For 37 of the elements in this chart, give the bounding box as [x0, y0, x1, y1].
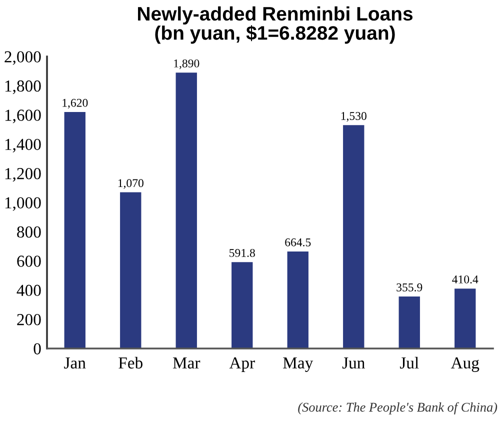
bar — [343, 125, 364, 348]
bar — [398, 296, 420, 348]
y-tick-label: 600 — [17, 256, 41, 267]
y-tick-label: 1,600 — [5, 110, 41, 124]
y-tick-label: 200 — [17, 314, 41, 326]
y-tick-label: 400 — [16, 284, 41, 296]
bar — [287, 251, 308, 348]
x-tick-label: Apr — [229, 357, 255, 372]
bar — [176, 72, 197, 348]
data-label: 410.4 — [452, 275, 478, 284]
data-label: 591.8 — [230, 248, 255, 257]
x-tick-label: Mar — [172, 357, 200, 369]
bar — [120, 192, 142, 348]
data-label: 1,530 — [341, 112, 366, 122]
y-tick-label: 800 — [17, 226, 41, 238]
x-tick-label: Jul — [400, 356, 419, 369]
text: (Source: The People's Bank of China) — [298, 402, 498, 414]
data-label: 1,890 — [174, 59, 200, 70]
bar — [232, 262, 253, 348]
y-tick-label: 1,200 — [5, 168, 41, 182]
y-tick-label: 0 — [34, 343, 41, 354]
y-tick-label: 1,000 — [5, 197, 41, 211]
chart-title: Newly-added Renminbi Loans (bn yuan, $1=6.8282 yuan) — [138, 6, 413, 44]
x-tick-label: Jun — [342, 357, 365, 369]
x-tick-label: Feb — [118, 356, 142, 369]
y-tick-label: 2,000 — [4, 51, 41, 65]
x-tick-label: Aug — [450, 357, 480, 372]
data-label: 1,070 — [118, 179, 144, 189]
y-tick-label: 1,800 — [5, 80, 41, 94]
bar — [454, 288, 476, 348]
x-tick-label: Jan — [64, 357, 86, 369]
data-label: 664.5 — [285, 238, 311, 246]
y-tick-label: 1,400 — [5, 138, 41, 152]
bar — [64, 112, 86, 348]
data-label: 355.9 — [396, 283, 422, 292]
data-label: 1,620 — [62, 98, 88, 109]
x-tick-label: May — [283, 357, 314, 372]
